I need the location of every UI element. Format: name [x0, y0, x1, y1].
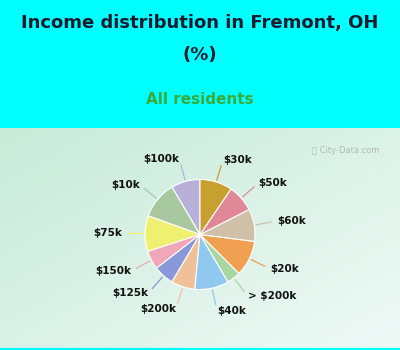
- Text: $20k: $20k: [270, 264, 299, 274]
- Wedge shape: [156, 234, 200, 282]
- Wedge shape: [200, 180, 231, 235]
- Wedge shape: [148, 187, 200, 234]
- Text: Income distribution in Fremont, OH: Income distribution in Fremont, OH: [21, 14, 379, 32]
- Text: $30k: $30k: [223, 155, 252, 165]
- Wedge shape: [195, 234, 228, 289]
- Text: $200k: $200k: [140, 304, 176, 314]
- Text: $125k: $125k: [112, 288, 148, 298]
- Text: All residents: All residents: [146, 92, 254, 107]
- Text: ⓘ City-Data.com: ⓘ City-Data.com: [312, 146, 380, 155]
- Text: $60k: $60k: [277, 216, 306, 226]
- Wedge shape: [145, 216, 200, 252]
- Wedge shape: [172, 234, 200, 289]
- Wedge shape: [200, 189, 249, 234]
- Wedge shape: [200, 234, 239, 282]
- Text: $150k: $150k: [95, 266, 131, 276]
- Wedge shape: [200, 210, 255, 242]
- Text: $50k: $50k: [258, 178, 287, 188]
- Wedge shape: [172, 180, 200, 235]
- Text: (%): (%): [183, 46, 217, 64]
- Text: $100k: $100k: [144, 154, 180, 164]
- Text: > $200k: > $200k: [248, 291, 296, 301]
- Wedge shape: [148, 234, 200, 268]
- Text: $75k: $75k: [93, 228, 122, 238]
- Wedge shape: [200, 234, 254, 273]
- Text: $40k: $40k: [217, 306, 246, 316]
- Text: $10k: $10k: [111, 180, 140, 190]
